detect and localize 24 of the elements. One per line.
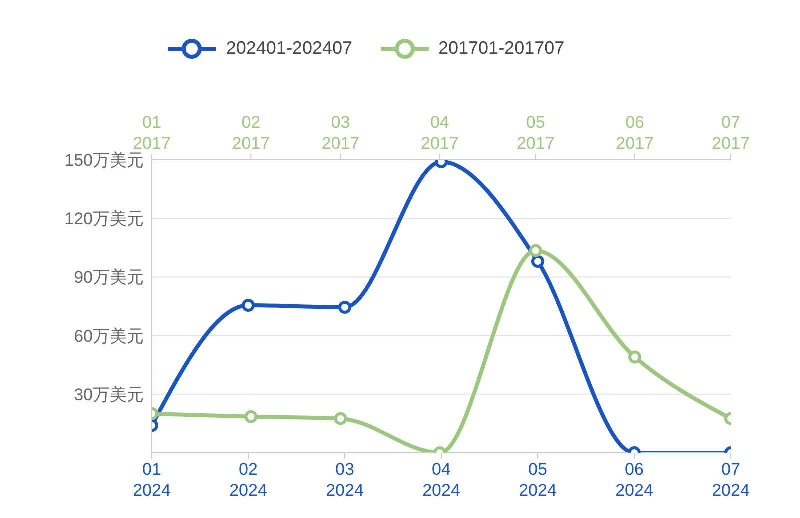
x-tick-label: 04 2024 bbox=[422, 460, 460, 500]
x-tick-label: 05 2024 bbox=[519, 460, 557, 500]
y-tick-label: 60万美元 bbox=[74, 326, 144, 346]
x-tick-label: 02 2024 bbox=[230, 460, 268, 500]
point bbox=[242, 299, 255, 312]
x2-tick-label: 06 2017 bbox=[616, 113, 654, 153]
x-tick-label: 03 2024 bbox=[326, 460, 364, 500]
point bbox=[532, 255, 544, 268]
x2-tick-label: 04 2017 bbox=[420, 113, 459, 153]
y-tick-label: 30万美元 bbox=[74, 385, 144, 404]
x2-tick-label: 03 2017 bbox=[322, 113, 360, 153]
x2-tick-label: 07 2017 bbox=[712, 113, 750, 153]
legend-label: 202401-202407 bbox=[226, 38, 352, 59]
y-tick-label: 150万美元 bbox=[64, 151, 144, 170]
x-tick-label: 06 2024 bbox=[616, 460, 654, 500]
x-tick-label: 07 2024 bbox=[712, 460, 750, 500]
y-tick-label: 120万美元 bbox=[64, 210, 144, 229]
legend-label: 201701-201707 bbox=[438, 38, 565, 59]
x2-tick-label: 01 2017 bbox=[133, 113, 171, 153]
x2-tick-label: 02 2017 bbox=[232, 113, 270, 153]
x-tick-label: 01 2024 bbox=[133, 460, 171, 500]
y-tick-label: 90万美元 bbox=[74, 268, 144, 288]
point bbox=[338, 300, 352, 314]
x2-tick-label: 05 2017 bbox=[516, 113, 555, 153]
